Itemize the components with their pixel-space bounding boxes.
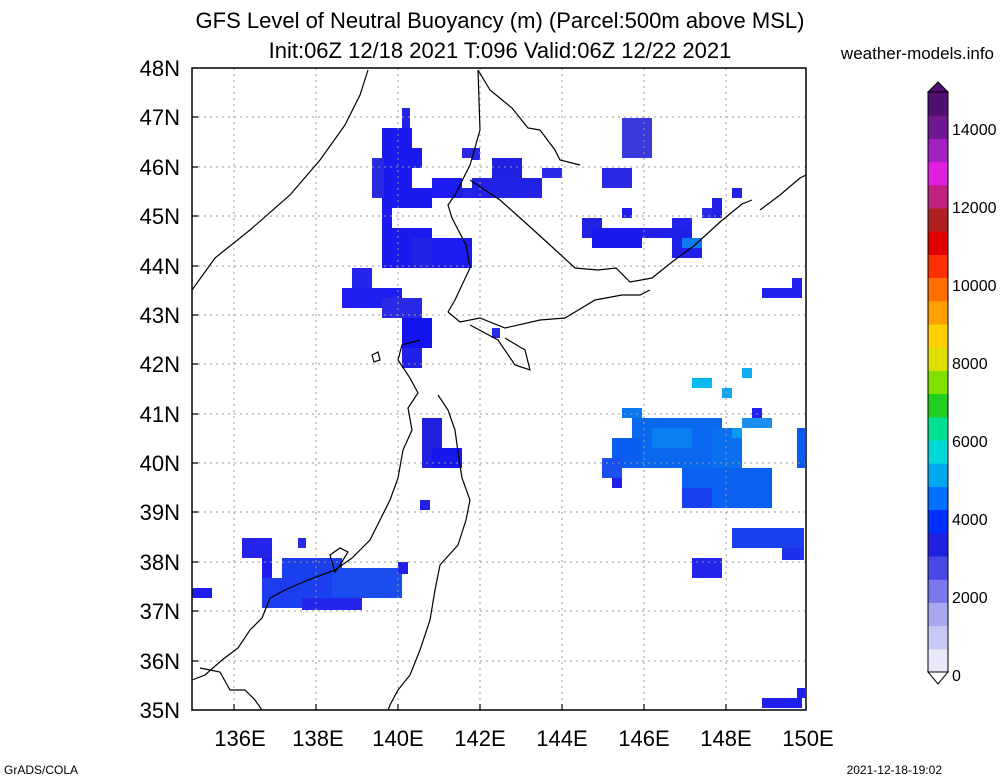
lat-label: 44N xyxy=(139,254,180,279)
colorbar-segment xyxy=(928,486,948,511)
lat-label: 42N xyxy=(139,352,180,377)
colorbar-segment xyxy=(928,416,948,441)
colorbar-segment xyxy=(928,138,948,163)
lon-label: 146E xyxy=(618,726,670,751)
colorbar-segment xyxy=(928,509,948,534)
chart-title: GFS Level of Neutral Buoyancy (m) (Parce… xyxy=(195,8,805,33)
colorbar-label: 0 xyxy=(952,668,961,685)
lat-label: 47N xyxy=(139,105,180,130)
colorbar-segment xyxy=(928,324,948,348)
colorbar-segment xyxy=(928,370,948,395)
lon-label: 150E xyxy=(782,726,834,751)
chart-subtitle: Init:06Z 12/18 2021 T:096 Valid:06Z 12/2… xyxy=(268,38,732,63)
colorbar-segment xyxy=(928,184,948,209)
colorbar-segment xyxy=(928,92,948,116)
lon-label: 136E xyxy=(214,726,266,751)
lat-label: 37N xyxy=(139,599,180,624)
map-frame xyxy=(191,67,807,711)
colorbar-label: 6000 xyxy=(952,434,988,451)
lat-label: 46N xyxy=(139,155,180,180)
grid-lines xyxy=(192,68,806,710)
colorbar-label: 10000 xyxy=(952,278,997,295)
colorbar-segment xyxy=(928,254,948,279)
colorbar-segment xyxy=(928,393,948,418)
colorbar-segment xyxy=(928,231,948,255)
lon-label: 142E xyxy=(454,726,506,751)
colorbar-segment xyxy=(928,602,948,627)
lat-label: 45N xyxy=(139,204,180,229)
lat-label: 43N xyxy=(139,303,180,328)
colorbar-bottom-arrow xyxy=(926,671,950,685)
lat-label: 39N xyxy=(139,500,180,525)
colorbar-label: 12000 xyxy=(952,200,997,217)
axis-ticks xyxy=(192,116,727,710)
colorbar-segment xyxy=(928,532,948,557)
lon-label: 144E xyxy=(536,726,588,751)
coastlines xyxy=(191,69,807,711)
lat-label: 36N xyxy=(139,649,180,674)
colorbar-label: 2000 xyxy=(952,590,988,607)
footer-left: GrADS/COLA xyxy=(4,763,79,777)
colorbar-label: 4000 xyxy=(952,512,988,529)
site-credit: weather-models.info xyxy=(840,44,994,63)
lat-label: 38N xyxy=(139,550,180,575)
colorbar-segment xyxy=(928,115,948,139)
colorbar-segment xyxy=(928,440,948,464)
lat-label: 35N xyxy=(139,698,180,723)
colorbar xyxy=(927,91,949,673)
footer-right: 2021-12-18-19:02 xyxy=(846,763,942,777)
colorbar-segment xyxy=(928,277,948,302)
colorbar-segment xyxy=(928,579,948,603)
colorbar-segment xyxy=(928,300,948,325)
lat-label: 41N xyxy=(139,402,180,427)
lat-label: 48N xyxy=(139,56,180,81)
colorbar-label: 14000 xyxy=(952,122,997,139)
colorbar-segment xyxy=(928,347,948,371)
lat-label: 40N xyxy=(139,451,180,476)
lnb-field xyxy=(192,108,805,708)
lon-label: 140E xyxy=(372,726,424,751)
colorbar-segment xyxy=(928,625,948,650)
colorbar-segment xyxy=(928,648,948,673)
colorbar-segment xyxy=(928,463,948,487)
colorbar-segment xyxy=(928,556,948,580)
colorbar-segment xyxy=(928,161,948,186)
colorbar-top-arrow xyxy=(926,81,950,93)
lon-label: 148E xyxy=(700,726,752,751)
colorbar-label: 8000 xyxy=(952,356,988,373)
lon-label: 138E xyxy=(292,726,344,751)
colorbar-segment xyxy=(928,208,948,232)
